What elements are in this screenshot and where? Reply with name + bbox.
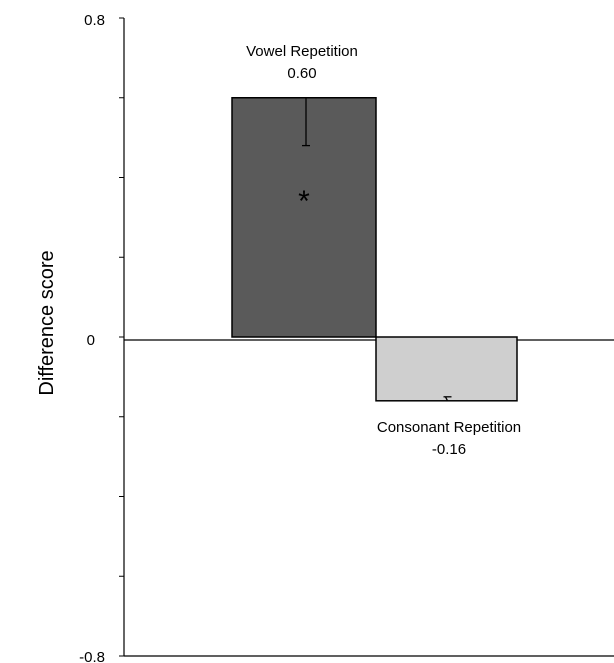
y-axis-label: Difference score xyxy=(36,250,58,395)
bar-label-consonant-value: -0.16 xyxy=(432,441,466,458)
significance-asterisk: * xyxy=(298,185,310,218)
y-tick-label-top: 0.8 xyxy=(84,12,105,29)
bars-group xyxy=(231,97,518,402)
bar-label-vowel-category: Vowel Repetition xyxy=(246,43,358,60)
bar-label-consonant-category: Consonant Repetition xyxy=(377,419,521,436)
y-tick-label-zero: 0 xyxy=(87,332,95,349)
bar-vowel-repetition xyxy=(231,97,377,338)
error-bar-line xyxy=(444,396,449,402)
bar-consonant-repetition xyxy=(375,336,518,402)
bar-label-vowel-value: 0.60 xyxy=(287,65,316,82)
error-bars-group xyxy=(302,97,452,402)
y-axis-ticks xyxy=(119,17,124,657)
y-tick-label-bottom: -0.8 xyxy=(79,649,105,663)
